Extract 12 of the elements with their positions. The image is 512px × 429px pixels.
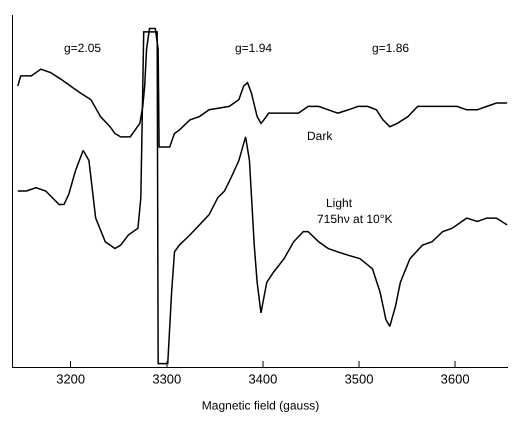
x-tick-label: 3500 bbox=[344, 372, 374, 387]
x-tick-label: 3200 bbox=[56, 372, 86, 387]
x-tick-label: 3300 bbox=[152, 372, 182, 387]
annotation: 715hν at 10°K bbox=[317, 212, 393, 226]
annotation: g=2.05 bbox=[64, 41, 102, 55]
series-label: Dark bbox=[307, 129, 334, 143]
annotation: g=1.94 bbox=[235, 41, 272, 55]
annotation: g=1.86 bbox=[372, 41, 410, 55]
x-tick-label: 3400 bbox=[248, 372, 278, 387]
x-axis-title: Magnetic field (gauss) bbox=[202, 398, 320, 412]
text: Light bbox=[326, 196, 353, 210]
x-tick-label: 3600 bbox=[440, 372, 470, 387]
